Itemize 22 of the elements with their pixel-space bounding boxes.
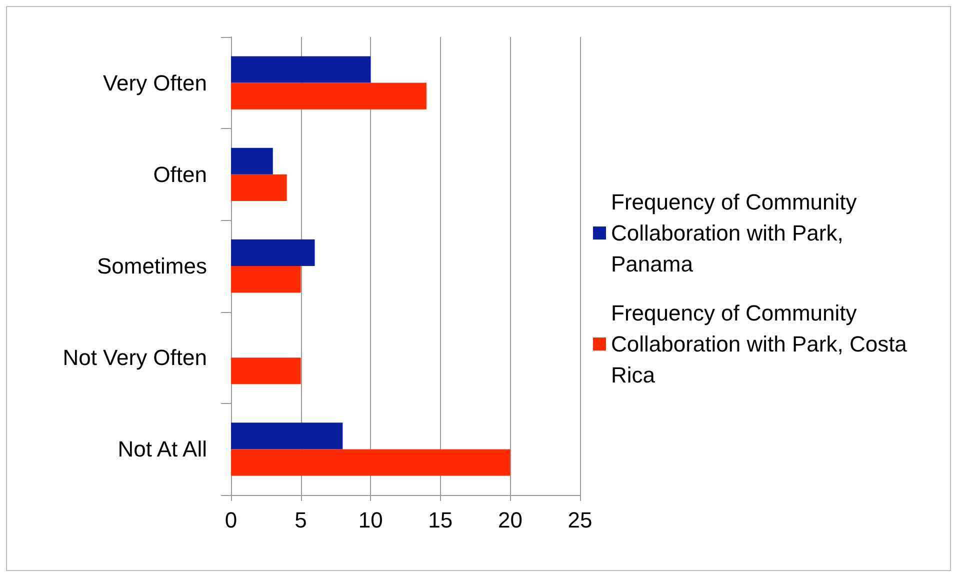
bar bbox=[231, 266, 301, 293]
legend-label: Frequency of Community Collaboration with Park, Costa Rica bbox=[611, 300, 914, 388]
legend-label: Frequency of Community Collaboration with Park, Panama bbox=[611, 190, 863, 276]
y-tick-label: Not Very Often bbox=[62, 345, 207, 370]
bar bbox=[231, 239, 315, 266]
bar bbox=[231, 174, 287, 201]
bar bbox=[231, 56, 371, 83]
x-tick-label: 0 bbox=[224, 508, 238, 532]
bar bbox=[231, 82, 426, 110]
y-tick-label: Often bbox=[153, 162, 207, 187]
x-tick-label: 15 bbox=[428, 508, 453, 532]
x-tick-label: 5 bbox=[294, 508, 307, 532]
y-tick-label: Not At All bbox=[118, 436, 207, 462]
x-tick-label: 10 bbox=[358, 508, 383, 532]
y-tick-label: Very Often bbox=[103, 70, 207, 96]
x-tick-label: 20 bbox=[498, 508, 522, 532]
x-tick-label: 25 bbox=[568, 508, 592, 532]
bar bbox=[231, 358, 301, 384]
bar bbox=[231, 449, 510, 476]
y-tick-label: Sometimes bbox=[96, 254, 207, 278]
bar bbox=[231, 148, 273, 174]
bar bbox=[231, 422, 343, 450]
